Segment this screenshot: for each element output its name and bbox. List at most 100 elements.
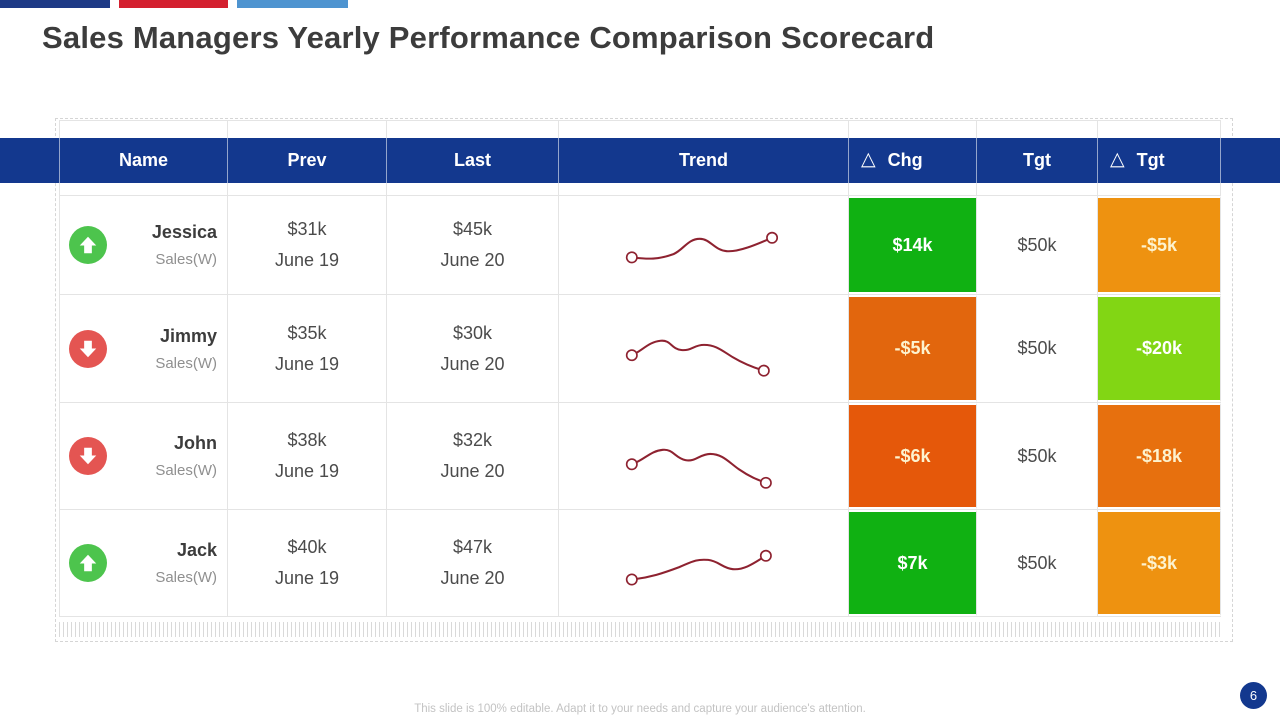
- prev-date: June 19: [274, 568, 340, 588]
- table-row: Jimmy Sales(W) $35k June 19 $30k June 20…: [59, 295, 1221, 403]
- sparkline-start-marker: [625, 251, 638, 264]
- ruler-ticks-decoration: [59, 622, 1221, 637]
- tgt-cell: $50k: [977, 403, 1098, 509]
- last-date: June 20: [440, 568, 505, 588]
- column-header-last: Last: [387, 138, 559, 183]
- tgt-cell: $50k: [977, 295, 1098, 402]
- prev-date: June 19: [274, 353, 340, 374]
- trend-cell: [559, 510, 849, 616]
- last-date: June 20: [440, 461, 505, 481]
- table-row: Jack Sales(W) $40k June 19 $47k June 20 …: [59, 510, 1221, 617]
- table-top-spacer-row: [59, 120, 1221, 138]
- up-arrow-icon: [69, 544, 107, 582]
- last-cell: $47k June 20: [387, 510, 559, 616]
- person-dept: Sales(W): [155, 251, 217, 268]
- prev-cell: $40k June 19: [228, 510, 387, 616]
- sparkline-start-marker: [625, 458, 638, 471]
- column-header-tgt: Tgt: [977, 138, 1098, 183]
- person-name: Jack: [176, 540, 217, 560]
- chg-cell: $14k: [849, 196, 977, 294]
- column-header-chg: △ Chg: [849, 138, 977, 183]
- last-date: June 20: [440, 353, 505, 374]
- person-dept: Sales(W): [155, 354, 217, 372]
- person-name: Jimmy: [159, 325, 217, 346]
- sparkline-end-marker: [757, 364, 770, 377]
- person-dept: Sales(W): [155, 462, 217, 479]
- prev-value: $38k: [287, 430, 327, 450]
- prev-value: $35k: [287, 322, 327, 343]
- accent-strip-dark-blue: [0, 0, 110, 8]
- name-cell: Jack Sales(W): [59, 510, 228, 616]
- name-cell: Jimmy Sales(W): [59, 295, 228, 402]
- name-cell: Jessica Sales(W): [59, 196, 228, 294]
- sparkline-end-marker: [765, 231, 778, 244]
- prev-value: $40k: [287, 537, 327, 557]
- last-cell: $45k June 20: [387, 196, 559, 294]
- column-header-label: Tgt: [1136, 150, 1165, 170]
- column-header-prev: Prev: [228, 138, 387, 183]
- person-name: Jessica: [151, 222, 217, 242]
- chg-cell: -$5k: [849, 295, 977, 402]
- last-value: $30k: [452, 322, 493, 343]
- sparkline-start-marker: [625, 348, 638, 361]
- prev-cell: $31k June 19: [228, 196, 387, 294]
- chg-cell: -$6k: [849, 403, 977, 509]
- delta-triangle-icon: △: [861, 149, 876, 170]
- last-date: June 20: [440, 250, 505, 270]
- prev-cell: $35k June 19: [228, 295, 387, 402]
- last-cell: $32k June 20: [387, 403, 559, 509]
- accent-strip-red: [119, 0, 228, 8]
- table-row: John Sales(W) $38k June 19 $32k June 20 …: [59, 403, 1221, 510]
- prev-date: June 19: [274, 461, 340, 481]
- down-arrow-icon: [69, 329, 107, 368]
- delta-tgt-cell: -$5k: [1098, 196, 1221, 294]
- person-dept: Sales(W): [155, 569, 217, 586]
- column-header-delta-tgt: △ Tgt: [1098, 138, 1221, 183]
- person-name: John: [174, 433, 217, 453]
- last-value: $45k: [452, 219, 493, 239]
- delta-tgt-cell: -$18k: [1098, 403, 1221, 509]
- name-cell: John Sales(W): [59, 403, 228, 509]
- prev-cell: $38k June 19: [228, 403, 387, 509]
- column-header-label: Chg: [887, 150, 923, 170]
- trend-cell: [559, 295, 849, 402]
- column-header-label: Name: [118, 150, 169, 170]
- down-arrow-icon: [69, 437, 107, 475]
- trend-cell: [559, 403, 849, 509]
- accent-strip-light-blue: [237, 0, 348, 8]
- column-header-label: Prev: [287, 150, 327, 170]
- prev-date: June 19: [274, 250, 340, 270]
- column-header-name: Name: [59, 138, 228, 183]
- tgt-cell: $50k: [977, 196, 1098, 294]
- scorecard-table: Name Prev Last Trend △ Chg Tgt △ Tgt: [59, 120, 1221, 617]
- table-row: Jessica Sales(W) $31k June 19 $45k June …: [59, 196, 1221, 295]
- prev-value: $31k: [287, 219, 327, 239]
- table-placeholder-frame: [55, 118, 1233, 642]
- trend-sparkline: [625, 448, 772, 489]
- page-number-badge: 6: [1240, 682, 1267, 709]
- sparkline-end-marker: [759, 476, 772, 489]
- trend-sparkline: [625, 339, 770, 377]
- table-header-row: Name Prev Last Trend △ Chg Tgt △ Tgt: [59, 138, 1221, 183]
- column-header-label: Trend: [678, 150, 728, 170]
- column-header-trend: Trend: [559, 138, 849, 183]
- column-header-label: Tgt: [1023, 150, 1051, 170]
- delta-tgt-cell: -$20k: [1098, 295, 1221, 402]
- sparkline-end-marker: [759, 549, 772, 562]
- page-title: Sales Managers Yearly Performance Compar…: [42, 20, 935, 55]
- trend-cell: [559, 196, 849, 294]
- table-header-gap-row: [59, 183, 1221, 196]
- last-value: $47k: [452, 537, 493, 557]
- trend-sparkline: [625, 231, 778, 264]
- column-header-label: Last: [453, 150, 491, 170]
- up-arrow-icon: [69, 226, 107, 264]
- last-cell: $30k June 20: [387, 295, 559, 402]
- delta-triangle-icon: △: [1110, 149, 1125, 170]
- chg-cell: $7k: [849, 510, 977, 616]
- footer-note: This slide is 100% editable. Adapt it to…: [414, 703, 866, 715]
- last-value: $32k: [452, 430, 493, 450]
- tgt-cell: $50k: [977, 510, 1098, 616]
- delta-tgt-cell: -$3k: [1098, 510, 1221, 616]
- trend-sparkline: [625, 549, 772, 586]
